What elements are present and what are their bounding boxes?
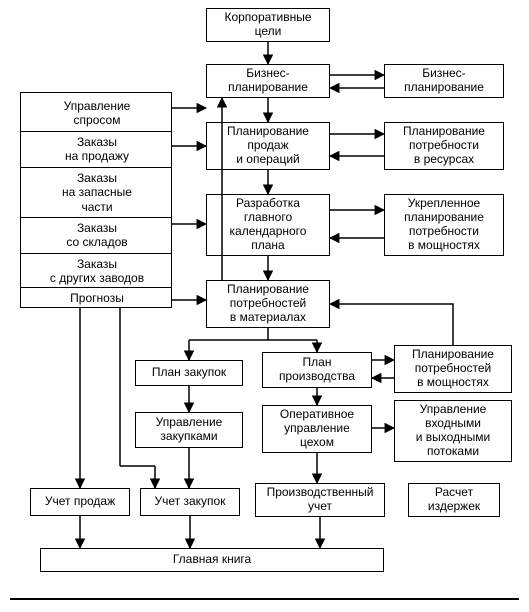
label: Оперативноеуправлениецехом [280, 408, 354, 449]
node-resource-need: Планированиепотребностив ресурсах [384, 122, 504, 170]
label: План закупок [152, 366, 226, 380]
node-prod-acct: Производственныйучет [255, 483, 385, 517]
node-cost-calc: Расчетиздержек [408, 483, 500, 517]
label: Заказыс других заводов [50, 257, 144, 285]
label: Прогнозы [70, 291, 124, 305]
lp-item-plants: Заказыс других заводов [21, 257, 173, 286]
node-prod-plan: Планпроизводства [262, 352, 372, 388]
node-purchase-mgmt: Управлениезакупками [135, 412, 243, 448]
lp-header: Управлениеспросом [21, 99, 173, 128]
label: Управлениевходнымии выходнымипотоками [416, 403, 491, 458]
label: Заказына запасныечасти [62, 171, 132, 214]
node-io-ctrl: Управлениевходнымии выходнымипотоками [394, 400, 512, 462]
label: Планпроизводства [279, 356, 355, 384]
node-shop-ctrl: Оперативноеуправлениецехом [262, 405, 372, 453]
node-sales-acct: Учет продаж [30, 488, 130, 516]
node-mrp: Планированиепотребностейв материалах [206, 280, 330, 328]
node-master-sched: Разработкаглавногокалендарногоплана [206, 194, 330, 256]
label: Планированиепродажи операций [227, 125, 309, 166]
label: Управлениеспросом [64, 99, 131, 127]
label: Разработкаглавногокалендарногоплана [230, 197, 307, 252]
label: Производственныйучет [267, 486, 374, 514]
label: Планированиепотребностейв материалах [227, 283, 309, 324]
label: Планированиепотребностейв мощностях [412, 348, 494, 389]
flowchart-stage: Корпоративныецели Бизнес-планирование Би… [0, 0, 529, 612]
node-corp-goals: Корпоративныецели [206, 8, 330, 42]
node-cap-req: Планированиепотребностейв мощностях [394, 345, 512, 393]
left-panel: Управлениеспросом Заказына продажу Заказ… [20, 92, 172, 308]
node-rough-cap: Укрепленноепланированиепотребностив мощн… [384, 194, 504, 256]
lp-item-forecasts: Прогнозы [21, 291, 173, 305]
node-sales-op-plan: Планированиепродажи операций [206, 122, 330, 170]
node-purchase-acct: Учет закупок [140, 488, 240, 516]
node-gen-ledger: Главная книга [40, 548, 384, 572]
label: Главная книга [173, 553, 251, 567]
lp-item-stock: Заказысо складов [21, 221, 173, 250]
label: Управлениезакупками [156, 416, 223, 444]
label: Корпоративныецели [224, 11, 311, 39]
node-purchase-plan: План закупок [135, 360, 243, 386]
label: Планированиепотребностив ресурсах [403, 125, 485, 166]
label: Учет закупок [155, 495, 226, 509]
lp-item-sales: Заказына продажу [21, 135, 173, 164]
node-biz-plan-right: Бизнес-планирование [384, 64, 504, 98]
label: Расчетиздержек [428, 486, 480, 514]
label: Бизнес-планирование [228, 67, 308, 95]
label: Заказына продажу [65, 135, 129, 163]
label: Бизнес-планирование [404, 67, 484, 95]
lp-item-spare: Заказына запасныечасти [21, 171, 173, 214]
node-biz-plan: Бизнес-планирование [206, 64, 330, 98]
label: Заказысо складов [66, 221, 127, 249]
label: Учет продаж [45, 495, 115, 509]
label: Укрепленноепланированиепотребностив мощн… [404, 197, 484, 252]
